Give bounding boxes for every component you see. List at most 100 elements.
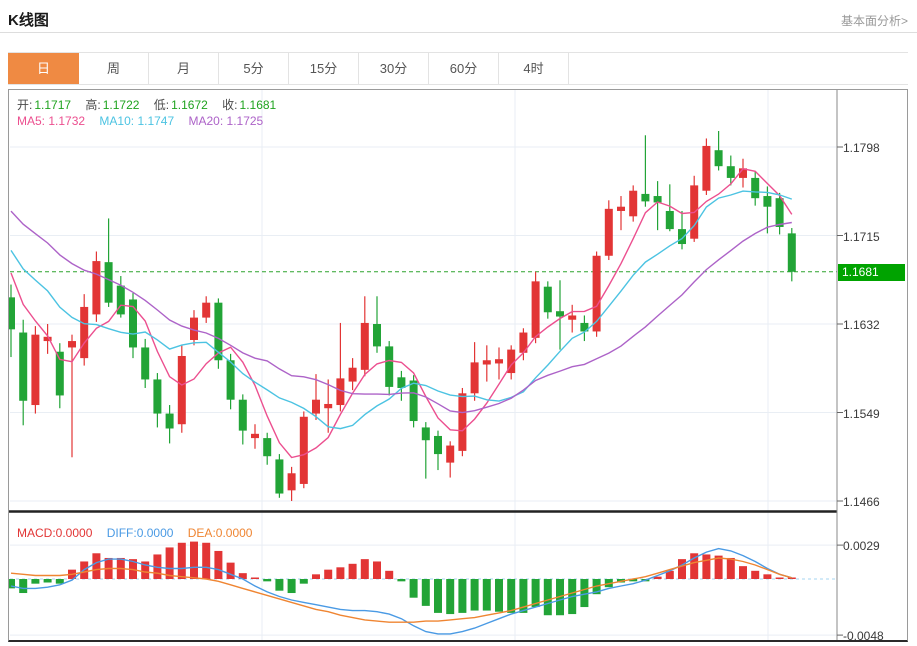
- candle-body: [360, 322, 369, 370]
- macd-bar: [421, 579, 430, 606]
- candle-body: [55, 351, 64, 396]
- macd-bar: [92, 553, 101, 579]
- candle-body: [251, 433, 259, 439]
- low-label: 低:: [153, 98, 170, 112]
- kline-plot[interactable]: [9, 90, 907, 640]
- candle-body: [751, 177, 760, 199]
- dea-label: DEA:: [187, 526, 216, 540]
- header: K线图 基本面分析>: [0, 0, 917, 33]
- candle-body: [543, 286, 552, 313]
- candle-body: [31, 334, 40, 406]
- candle-body: [702, 145, 711, 191]
- candle-body: [617, 206, 625, 211]
- macd-bar: [348, 563, 357, 579]
- macd-legend: MACD:0.0000 DIFF:0.0000 DEA:0.0000: [17, 526, 263, 540]
- macd-bar: [385, 570, 394, 579]
- candle-body: [507, 349, 516, 374]
- candle-body: [763, 196, 772, 207]
- tab-month[interactable]: 月: [149, 53, 219, 84]
- macd-bar: [702, 554, 711, 579]
- candle-body: [92, 261, 101, 315]
- candle-body: [665, 210, 674, 230]
- macd-value: 0.0000: [55, 526, 93, 540]
- candle-body: [226, 360, 235, 400]
- diff-label: DIFF:: [106, 526, 137, 540]
- kline-chart-container: 开: 1.1717 高: 1.1722 低: 1.1672 收: 1.1681 MA5:…: [8, 89, 908, 644]
- price-tick-label: 1.1549: [843, 406, 880, 421]
- ma5-label: MA5:: [17, 114, 46, 128]
- candle-body: [739, 168, 747, 178]
- candle-body: [409, 380, 418, 422]
- candle-body: [348, 367, 357, 382]
- macd-tick-label: -0.0048: [843, 629, 884, 644]
- tabs-filler: [569, 53, 908, 84]
- candle-body: [397, 377, 406, 388]
- macd-bar: [678, 559, 686, 579]
- candle-body: [190, 317, 198, 340]
- candle-body: [299, 416, 308, 484]
- ma5-line: [10, 168, 793, 459]
- macd-bar: [458, 579, 467, 613]
- ma20-value: 1.1725: [226, 114, 264, 128]
- ma5-value: 1.1732: [48, 114, 86, 128]
- macd-bar: [665, 570, 674, 579]
- candle-body: [458, 393, 467, 451]
- macd-bar: [9, 579, 15, 589]
- diff-line: [10, 547, 792, 635]
- macd-bar: [763, 574, 772, 579]
- interval-tabs: 日 周 月 5分 15分 30分 60分 4时: [8, 52, 908, 85]
- candle-body: [531, 281, 540, 338]
- candle-body: [495, 359, 503, 364]
- candle-body: [641, 193, 650, 202]
- macd-label: MACD:: [17, 526, 56, 540]
- candle-body: [287, 473, 296, 491]
- price-tick-label: 1.1798: [843, 141, 880, 155]
- macd-bar: [653, 576, 662, 579]
- tab-day[interactable]: 日: [8, 53, 79, 84]
- macd-bar: [360, 559, 369, 579]
- candle-body: [421, 427, 430, 441]
- ma10-label: MA10:: [99, 114, 135, 128]
- candle-body: [214, 302, 223, 361]
- price-tick-label: 1.1632: [843, 318, 880, 332]
- tab-60min[interactable]: 60分: [429, 53, 499, 84]
- macd-bar: [543, 579, 552, 616]
- macd-bar: [495, 579, 503, 612]
- candle-body: [604, 208, 613, 256]
- ma20-line: [10, 210, 792, 414]
- tab-week[interactable]: 周: [79, 53, 149, 84]
- macd-bar: [214, 550, 223, 579]
- macd-bar: [31, 579, 40, 584]
- macd-bar: [251, 577, 259, 579]
- price-tick-label: 1.1466: [843, 495, 880, 509]
- candle-body: [678, 229, 686, 245]
- candle-body: [470, 362, 479, 394]
- macd-bar: [263, 579, 272, 582]
- tab-4hour[interactable]: 4时: [499, 53, 569, 84]
- macd-bar: [287, 579, 296, 594]
- candle-body: [385, 346, 394, 387]
- candle-body: [324, 403, 333, 409]
- tab-5min[interactable]: 5分: [219, 53, 289, 84]
- open-label: 开:: [17, 98, 33, 112]
- candle-body: [43, 336, 52, 342]
- macd-bar: [299, 579, 308, 584]
- fundamental-analysis-link[interactable]: 基本面分析>: [840, 14, 908, 28]
- candle-body: [202, 302, 211, 318]
- tab-30min[interactable]: 30分: [359, 53, 429, 84]
- macd-bar: [446, 579, 455, 615]
- macd-bar: [775, 577, 784, 579]
- macd-bar: [373, 561, 381, 579]
- candle-body: [580, 322, 589, 332]
- candle-body: [9, 297, 15, 330]
- candle-body: [629, 190, 638, 217]
- tab-15min[interactable]: 15分: [289, 53, 359, 84]
- macd-bar: [190, 541, 198, 579]
- candle-body: [116, 285, 125, 315]
- macd-bar: [531, 579, 540, 608]
- last-price-badge: 1.1681: [838, 264, 905, 282]
- candle-body: [141, 347, 150, 380]
- macd-bar: [580, 579, 589, 608]
- dea-line: [10, 557, 792, 623]
- macd-bar: [519, 579, 528, 613]
